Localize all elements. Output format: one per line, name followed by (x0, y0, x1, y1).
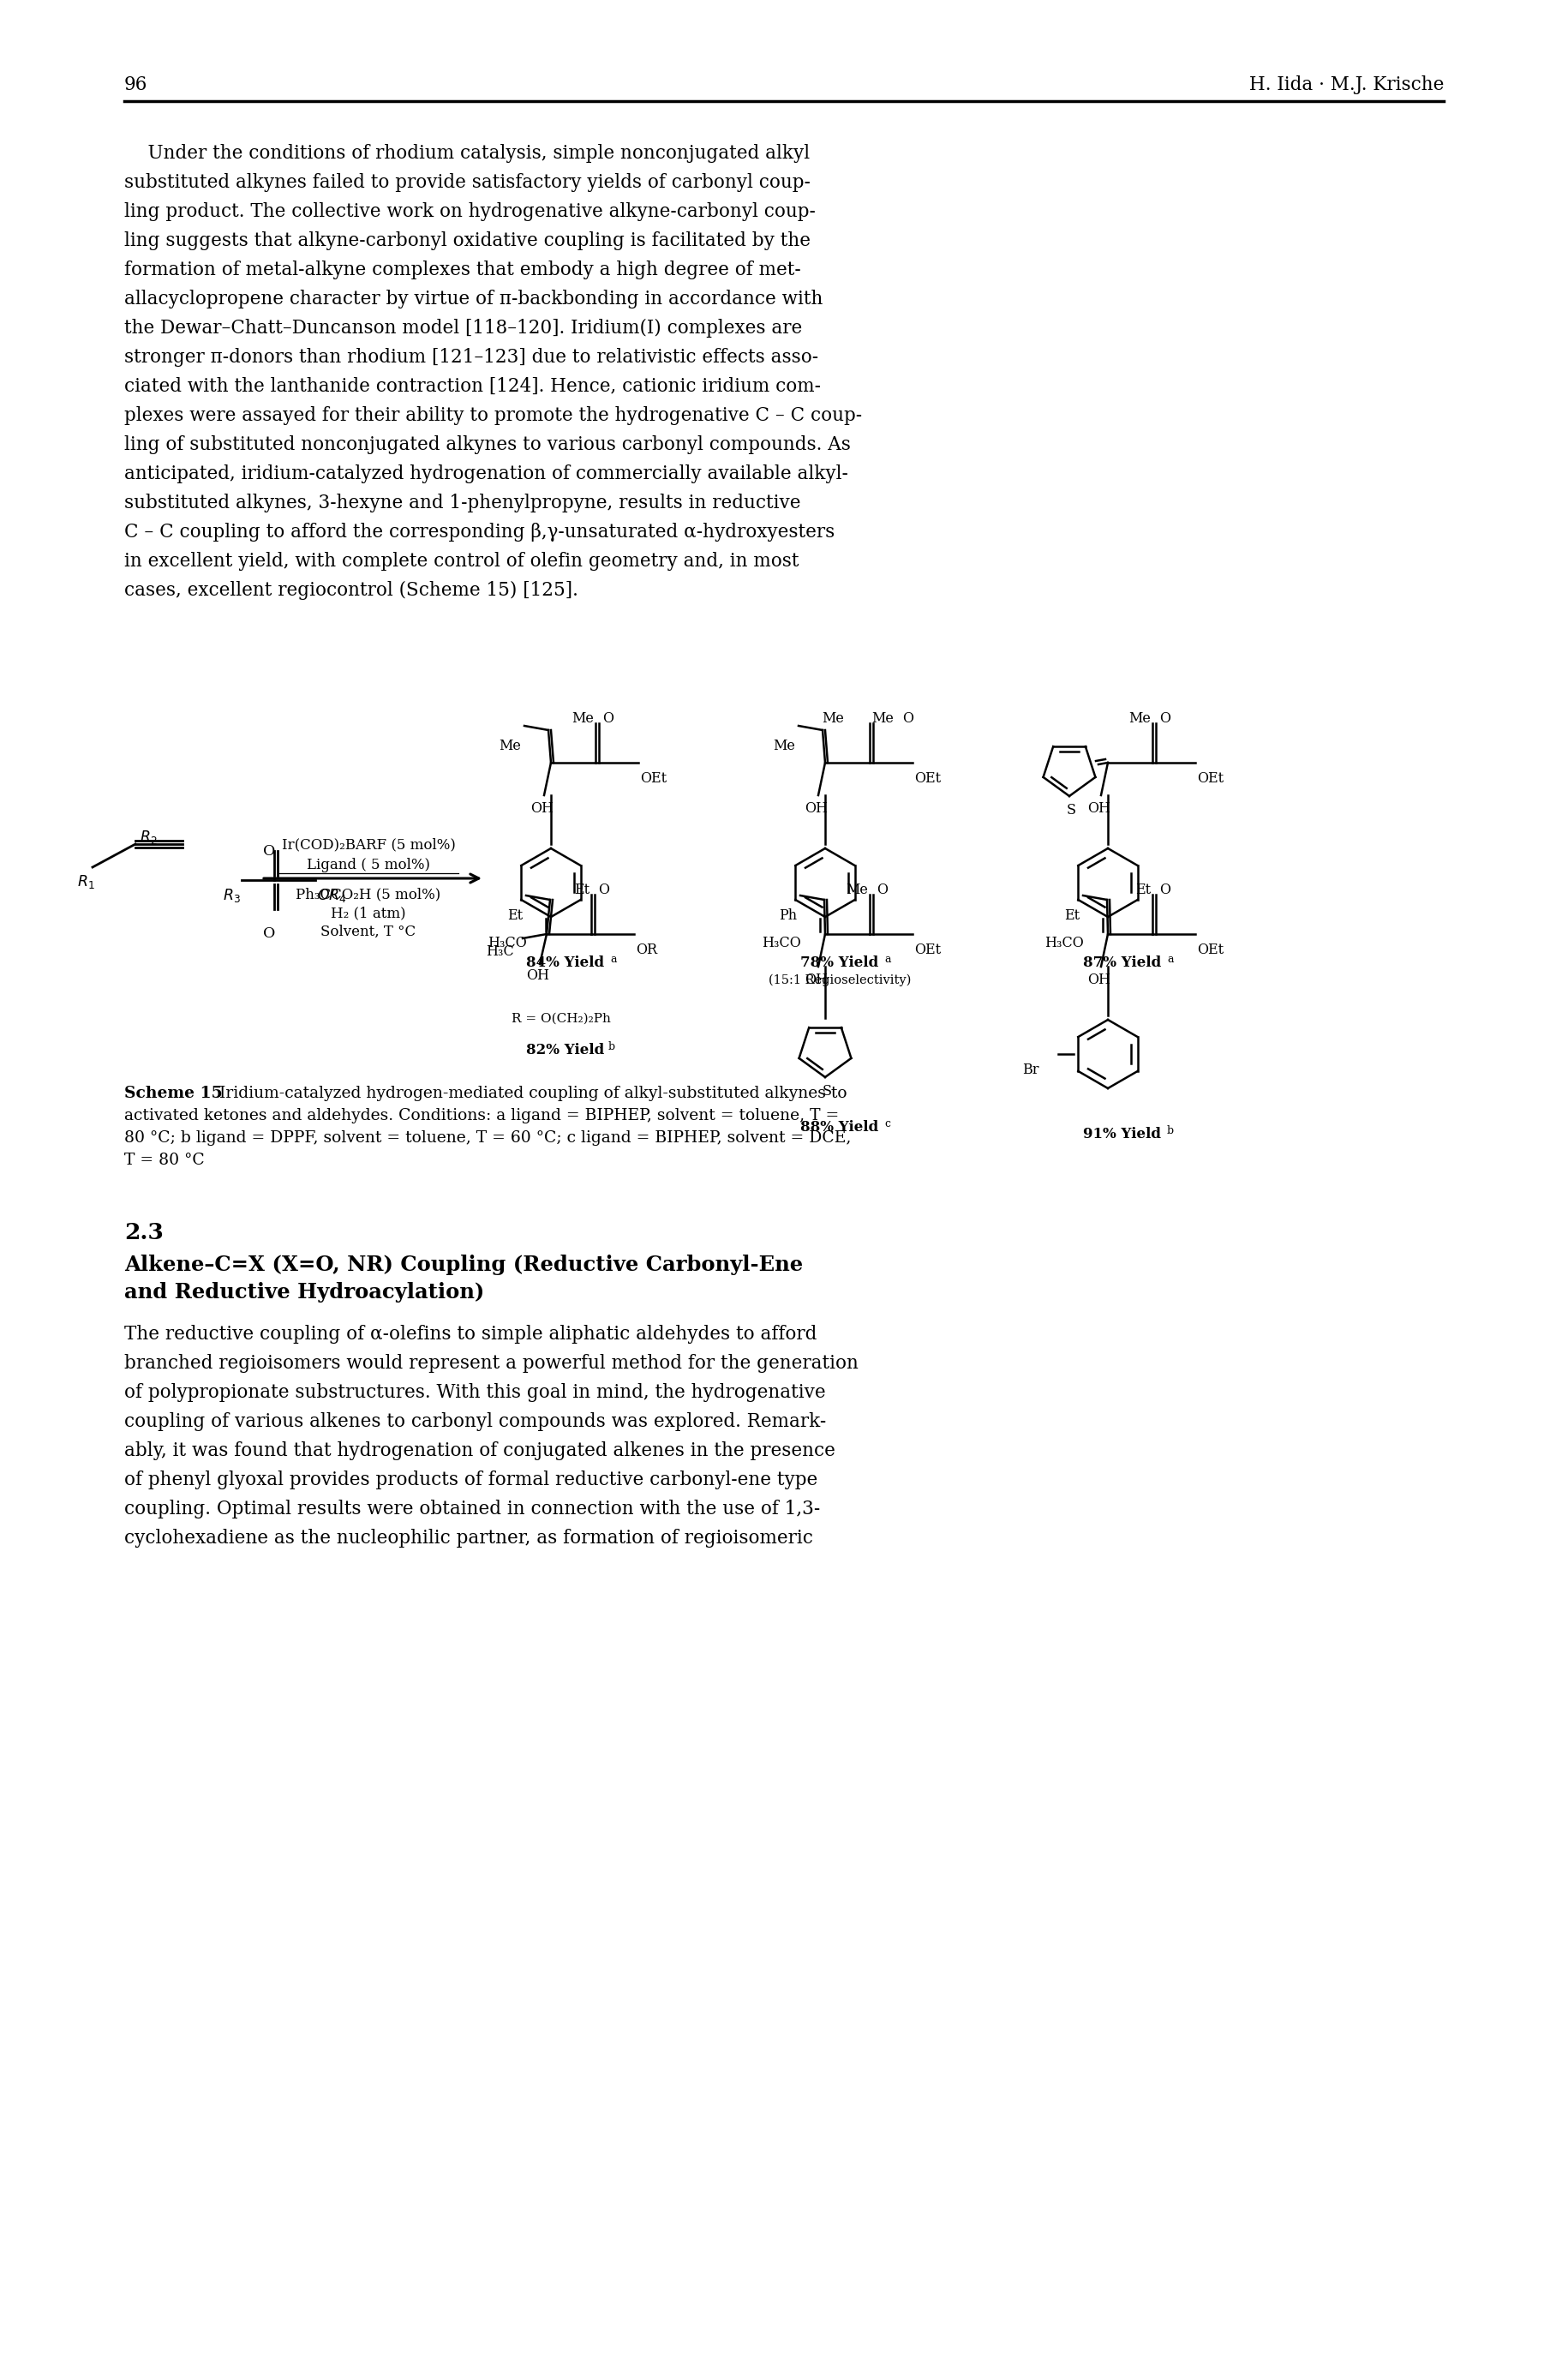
Text: H₃CO: H₃CO (762, 937, 801, 951)
Text: Ph₃CCO₂H (5 mol%): Ph₃CCO₂H (5 mol%) (296, 887, 441, 901)
Text: Et: Et (574, 882, 590, 897)
Text: OR: OR (635, 942, 657, 958)
Text: Solvent, T °C: Solvent, T °C (321, 925, 416, 939)
Text: Me: Me (872, 711, 894, 725)
Text: Iridium-catalyzed hydrogen-mediated coupling of alkyl-substituted alkynes to: Iridium-catalyzed hydrogen-mediated coup… (215, 1087, 847, 1101)
Text: a: a (1167, 954, 1173, 965)
Text: H₃CO: H₃CO (488, 937, 527, 951)
Text: 88% Yield: 88% Yield (801, 1120, 878, 1134)
Text: Et: Et (1065, 908, 1080, 923)
Text: activated ketones and aldehydes. Conditions: a ligand = BIPHEP, solvent = toluen: activated ketones and aldehydes. Conditi… (124, 1108, 839, 1122)
Text: H₃C: H₃C (486, 944, 514, 958)
Text: Scheme 15: Scheme 15 (124, 1087, 223, 1101)
Text: O: O (263, 927, 276, 942)
Text: Et: Et (506, 908, 522, 923)
Text: Me: Me (845, 882, 869, 897)
Text: 80 °C; b ligand = DPPF, solvent = toluene, T = 60 °C; c ligand = BIPHEP, solvent: 80 °C; b ligand = DPPF, solvent = toluen… (124, 1130, 851, 1146)
Text: O: O (602, 711, 613, 725)
Text: allacyclopropene character by virtue of π-backbonding in accordance with: allacyclopropene character by virtue of … (124, 290, 823, 309)
Text: $OR_4$: $OR_4$ (317, 887, 347, 904)
Text: ably, it was found that hydrogenation of conjugated alkenes in the presence: ably, it was found that hydrogenation of… (124, 1441, 836, 1460)
Text: Br: Br (1022, 1063, 1040, 1077)
Text: (15:1 Regioselectivity): (15:1 Regioselectivity) (768, 975, 911, 987)
Text: O: O (877, 882, 887, 897)
Text: $R_2$: $R_2$ (140, 828, 157, 847)
Text: 78% Yield: 78% Yield (801, 956, 878, 970)
Text: 96: 96 (124, 76, 147, 95)
Text: OH: OH (527, 968, 550, 982)
Text: OEt: OEt (914, 770, 941, 785)
Text: O: O (902, 711, 914, 725)
Text: O: O (1159, 711, 1170, 725)
Text: Ir(COD)₂BARF (5 mol%): Ir(COD)₂BARF (5 mol%) (282, 837, 455, 851)
Text: OEt: OEt (640, 770, 666, 785)
Text: OH: OH (804, 973, 828, 987)
Text: OEt: OEt (1196, 942, 1223, 958)
Text: a: a (610, 954, 616, 965)
Text: substituted alkynes, 3-hexyne and 1-phenylpropyne, results in reductive: substituted alkynes, 3-hexyne and 1-phen… (124, 495, 801, 511)
Text: S: S (1066, 804, 1076, 818)
Text: Me: Me (773, 740, 795, 754)
Text: stronger π-donors than rhodium [121–123] due to relativistic effects asso-: stronger π-donors than rhodium [121–123]… (124, 347, 818, 366)
Text: $R_3$: $R_3$ (223, 887, 240, 904)
Text: Me: Me (822, 711, 844, 725)
Text: Me: Me (1129, 711, 1151, 725)
Text: ling of substituted nonconjugated alkynes to various carbonyl compounds. As: ling of substituted nonconjugated alkyne… (124, 435, 851, 454)
Text: OEt: OEt (1196, 770, 1223, 785)
Text: The reductive coupling of α-olefins to simple aliphatic aldehydes to afford: The reductive coupling of α-olefins to s… (124, 1325, 817, 1344)
Text: ling product. The collective work on hydrogenative alkyne-carbonyl coup-: ling product. The collective work on hyd… (124, 202, 815, 221)
Text: Me: Me (572, 711, 594, 725)
Text: 2.3: 2.3 (124, 1222, 163, 1244)
Text: OH: OH (532, 801, 554, 816)
Text: of phenyl glyoxal provides products of formal reductive carbonyl-ene type: of phenyl glyoxal provides products of f… (124, 1470, 817, 1489)
Text: T = 80 °C: T = 80 °C (124, 1153, 204, 1168)
Text: ciated with the lanthanide contraction [124]. Hence, cationic iridium com-: ciated with the lanthanide contraction [… (124, 378, 820, 395)
Text: Me: Me (499, 740, 521, 754)
Text: C – C coupling to afford the corresponding β,γ-unsaturated α-hydroxyesters: C – C coupling to afford the correspondi… (124, 523, 834, 542)
Text: the Dewar–Chatt–Duncanson model [118–120]. Iridium(I) complexes are: the Dewar–Chatt–Duncanson model [118–120… (124, 319, 803, 338)
Text: H. Iida · M.J. Krische: H. Iida · M.J. Krische (1250, 76, 1444, 95)
Text: 91% Yield: 91% Yield (1083, 1127, 1162, 1141)
Text: b: b (1167, 1125, 1174, 1137)
Text: anticipated, iridium-catalyzed hydrogenation of commercially available alkyl-: anticipated, iridium-catalyzed hydrogena… (124, 464, 848, 483)
Text: coupling of various alkenes to carbonyl compounds was explored. Remark-: coupling of various alkenes to carbonyl … (124, 1413, 826, 1432)
Text: OH: OH (1088, 801, 1110, 816)
Text: OH: OH (804, 801, 828, 816)
Text: formation of metal-alkyne complexes that embody a high degree of met-: formation of metal-alkyne complexes that… (124, 262, 801, 278)
Text: b: b (608, 1042, 615, 1053)
Text: Ligand ( 5 mol%): Ligand ( 5 mol%) (307, 858, 430, 873)
Text: ling suggests that alkyne-carbonyl oxidative coupling is facilitated by the: ling suggests that alkyne-carbonyl oxida… (124, 231, 811, 250)
Text: coupling. Optimal results were obtained in connection with the use of 1,3-: coupling. Optimal results were obtained … (124, 1501, 820, 1520)
Text: O: O (597, 882, 610, 897)
Text: Et: Et (1135, 882, 1151, 897)
Text: 84% Yield: 84% Yield (527, 956, 605, 970)
Text: in excellent yield, with complete control of olefin geometry and, in most: in excellent yield, with complete contro… (124, 552, 800, 571)
Text: cyclohexadiene as the nucleophilic partner, as formation of regioisomeric: cyclohexadiene as the nucleophilic partn… (124, 1529, 814, 1548)
Text: 82% Yield: 82% Yield (527, 1044, 605, 1058)
Text: S: S (822, 1084, 831, 1099)
Text: Alkene–C=X (X=O, NR) Coupling (Reductive Carbonyl-Ene: Alkene–C=X (X=O, NR) Coupling (Reductive… (124, 1256, 803, 1275)
Text: of polypropionate substructures. With this goal in mind, the hydrogenative: of polypropionate substructures. With th… (124, 1384, 826, 1403)
Text: $R_1$: $R_1$ (77, 873, 94, 889)
Text: H₃CO: H₃CO (1044, 937, 1083, 951)
Text: OEt: OEt (914, 942, 941, 958)
Text: a: a (884, 954, 891, 965)
Text: branched regioisomers would represent a powerful method for the generation: branched regioisomers would represent a … (124, 1353, 858, 1372)
Text: 87% Yield: 87% Yield (1083, 956, 1162, 970)
Text: Under the conditions of rhodium catalysis, simple nonconjugated alkyl: Under the conditions of rhodium catalysi… (124, 145, 809, 162)
Text: O: O (263, 844, 276, 858)
Text: c: c (884, 1118, 891, 1130)
Text: plexes were assayed for their ability to promote the hydrogenative C – C coup-: plexes were assayed for their ability to… (124, 407, 862, 426)
Text: Ph: Ph (779, 908, 797, 923)
Text: R = O(CH₂)₂Ph: R = O(CH₂)₂Ph (511, 1013, 612, 1025)
Text: OH: OH (1088, 973, 1110, 987)
Text: O: O (1159, 882, 1170, 897)
Text: cases, excellent regiocontrol (Scheme 15) [125].: cases, excellent regiocontrol (Scheme 15… (124, 580, 579, 599)
Text: substituted alkynes failed to provide satisfactory yields of carbonyl coup-: substituted alkynes failed to provide sa… (124, 174, 811, 193)
Text: and Reductive Hydroacylation): and Reductive Hydroacylation) (124, 1282, 485, 1303)
Text: H₂ (1 atm): H₂ (1 atm) (331, 906, 406, 920)
